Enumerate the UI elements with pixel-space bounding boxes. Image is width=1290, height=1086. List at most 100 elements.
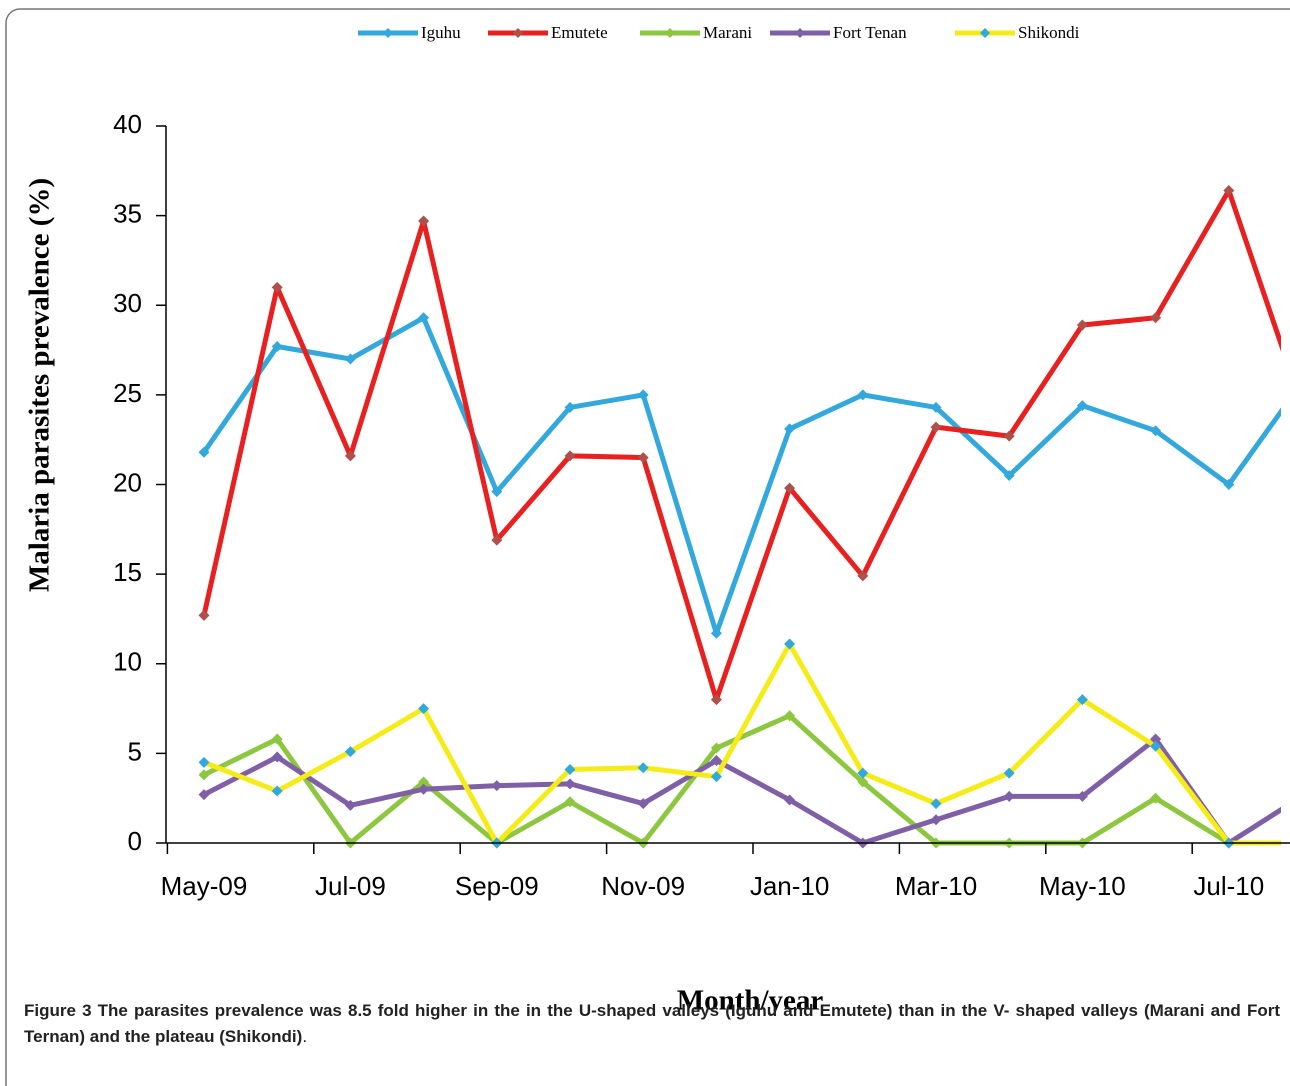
legend-marker <box>980 28 990 38</box>
caption-text: The parasites prevalence was 8.5 fold hi… <box>24 1001 1280 1046</box>
marker <box>857 767 869 779</box>
marker <box>344 450 356 462</box>
marker <box>784 638 796 650</box>
x-tick-label: May-10 <box>1039 871 1126 901</box>
marker <box>1150 792 1162 804</box>
y-tick-label: 30 <box>113 288 142 318</box>
marker <box>491 780 503 792</box>
marker <box>710 755 722 767</box>
marker <box>857 389 869 401</box>
plot-area <box>198 185 1281 849</box>
x-tick-label: May-09 <box>161 871 248 901</box>
marker <box>564 450 576 462</box>
marker <box>418 783 430 795</box>
marker <box>491 534 503 546</box>
marker <box>1003 430 1015 442</box>
x-tick-label: Jan-10 <box>750 871 830 901</box>
marker <box>198 446 210 458</box>
marker <box>1003 470 1015 482</box>
x-axis-title: Month/year <box>677 985 824 1017</box>
marker <box>637 452 649 464</box>
marker <box>930 814 942 826</box>
marker <box>198 756 210 768</box>
marker <box>564 401 576 413</box>
y-tick-label: 35 <box>113 199 142 229</box>
marker <box>271 733 283 745</box>
marker <box>418 703 430 715</box>
legend-marker <box>513 28 523 38</box>
y-tick-label: 15 <box>113 557 142 587</box>
marker <box>1076 400 1088 412</box>
marker <box>637 389 649 401</box>
marker <box>418 312 430 324</box>
marker <box>198 769 210 781</box>
legend-marker <box>383 28 393 38</box>
marker <box>1150 733 1162 745</box>
series-line <box>203 641 1281 846</box>
marker <box>1076 694 1088 706</box>
marker <box>344 746 356 758</box>
marker <box>784 423 796 435</box>
series-line <box>201 315 1281 636</box>
marker <box>418 776 430 788</box>
y-tick-label: 20 <box>113 467 142 497</box>
legend-label: Marani <box>703 23 752 42</box>
x-tick-label: Jul-10 <box>1193 871 1264 901</box>
x-tick-label: Jul-09 <box>315 871 386 901</box>
marker <box>271 785 283 797</box>
marker <box>637 798 649 810</box>
marker <box>564 796 576 808</box>
caption-end: . <box>302 1027 308 1046</box>
caption-label: Figure 3 <box>24 1001 92 1020</box>
marker <box>1150 740 1162 752</box>
series-line <box>202 736 1281 846</box>
marker <box>710 742 722 754</box>
marker <box>271 751 283 763</box>
legend-marker <box>795 28 805 38</box>
marker <box>1150 312 1162 324</box>
marker <box>1076 790 1088 802</box>
marker <box>710 771 722 783</box>
marker <box>198 789 210 801</box>
y-tick-label: 0 <box>128 826 142 856</box>
marker <box>1223 479 1235 490</box>
legend-label: Shikondi <box>1018 23 1080 42</box>
marker <box>564 764 576 776</box>
marker <box>784 710 796 722</box>
marker <box>1076 319 1088 331</box>
marker <box>271 340 283 352</box>
marker <box>1003 767 1015 779</box>
caption: Figure 3 The parasites prevalence was 8.… <box>24 998 1280 1050</box>
legend-marker <box>665 28 675 38</box>
marker <box>1150 425 1162 437</box>
marker <box>491 486 503 498</box>
marker <box>784 794 796 806</box>
marker <box>418 215 430 227</box>
y-tick-label: 40 <box>113 109 142 139</box>
marker <box>344 799 356 811</box>
marker <box>710 627 722 639</box>
marker <box>564 778 576 790</box>
marker <box>1223 185 1235 197</box>
marker <box>710 694 722 706</box>
marker <box>637 762 649 774</box>
marker <box>857 776 869 788</box>
y-tick-label: 25 <box>113 378 142 408</box>
marker <box>930 798 942 810</box>
marker <box>271 281 283 293</box>
marker <box>1003 790 1015 802</box>
y-tick-label: 5 <box>128 736 142 766</box>
x-tick-label: Mar-10 <box>895 871 977 901</box>
legend-label: Iguhu <box>421 23 461 42</box>
x-tick-label: Nov-09 <box>601 871 685 901</box>
x-tick-label: Sep-09 <box>455 871 539 901</box>
marker <box>784 482 796 494</box>
marker <box>857 570 869 582</box>
marker <box>930 421 942 433</box>
series-line <box>201 188 1281 703</box>
legend-label: Emutete <box>551 23 608 42</box>
marker <box>198 609 210 621</box>
y-tick-label: 10 <box>113 647 142 677</box>
